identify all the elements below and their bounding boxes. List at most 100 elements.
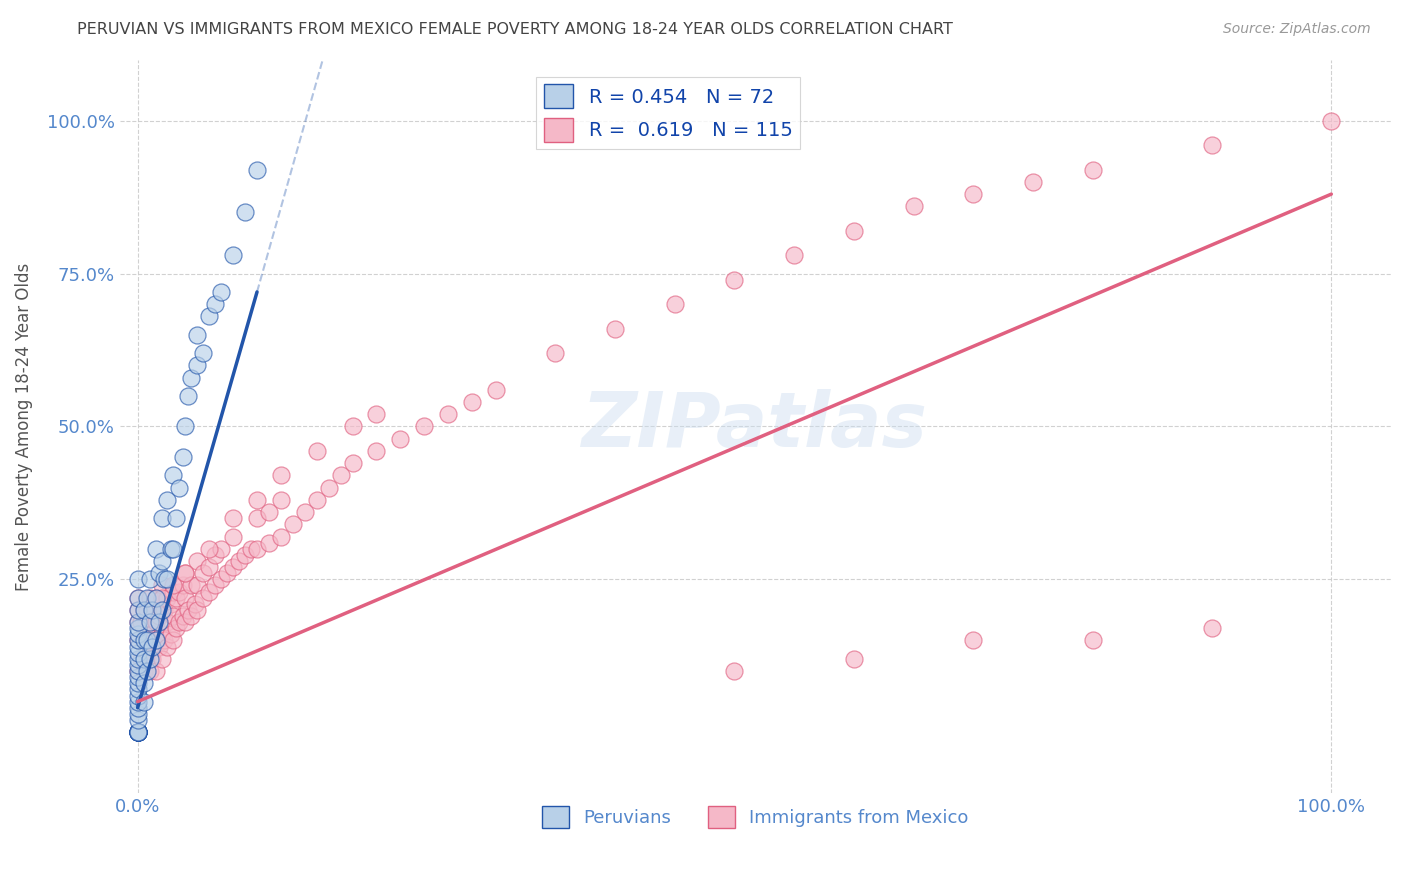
Point <box>132 603 155 617</box>
Point <box>233 205 256 219</box>
Point <box>172 578 194 592</box>
Point <box>186 359 208 373</box>
Point <box>150 578 173 592</box>
Point <box>174 419 197 434</box>
Point <box>329 468 352 483</box>
Point <box>165 591 187 605</box>
Point <box>174 591 197 605</box>
Point <box>127 633 149 648</box>
Point <box>156 615 179 629</box>
Point <box>127 676 149 690</box>
Point <box>136 633 159 648</box>
Point <box>136 664 159 678</box>
Point <box>198 310 221 324</box>
Point <box>174 566 197 581</box>
Point <box>180 578 202 592</box>
Point <box>160 597 183 611</box>
Point <box>127 633 149 648</box>
Point <box>169 584 191 599</box>
Point <box>603 321 626 335</box>
Point <box>204 548 226 562</box>
Point <box>127 603 149 617</box>
Point <box>246 162 269 177</box>
Point <box>150 603 173 617</box>
Point <box>138 615 160 629</box>
Point <box>136 591 159 605</box>
Point <box>437 407 460 421</box>
Point <box>222 248 245 262</box>
Point <box>174 615 197 629</box>
Point <box>136 652 159 666</box>
Point <box>145 664 167 678</box>
Point <box>127 615 149 629</box>
Point <box>127 591 149 605</box>
Point <box>842 652 865 666</box>
Point <box>127 725 149 739</box>
Point <box>141 640 163 654</box>
Point <box>129 615 152 629</box>
Point <box>127 591 149 605</box>
Point <box>138 664 160 678</box>
Point <box>186 603 208 617</box>
Point <box>160 541 183 556</box>
Point <box>162 609 184 624</box>
Point <box>145 633 167 648</box>
Text: Source: ZipAtlas.com: Source: ZipAtlas.com <box>1223 22 1371 37</box>
Point <box>127 725 149 739</box>
Point <box>723 273 745 287</box>
Point <box>145 615 167 629</box>
Point <box>1320 113 1343 128</box>
Point <box>186 327 208 342</box>
Point <box>162 468 184 483</box>
Point <box>342 419 364 434</box>
Point <box>127 621 149 635</box>
Point <box>132 652 155 666</box>
Point <box>389 432 412 446</box>
Text: PERUVIAN VS IMMIGRANTS FROM MEXICO FEMALE POVERTY AMONG 18-24 YEAR OLDS CORRELAT: PERUVIAN VS IMMIGRANTS FROM MEXICO FEMAL… <box>77 22 953 37</box>
Point <box>204 297 226 311</box>
Point <box>148 566 170 581</box>
Point <box>1022 175 1045 189</box>
Y-axis label: Female Poverty Among 18-24 Year Olds: Female Poverty Among 18-24 Year Olds <box>15 262 32 591</box>
Point <box>150 603 173 617</box>
Point <box>305 492 328 507</box>
Point <box>270 492 292 507</box>
Point <box>962 187 984 202</box>
Point <box>294 505 316 519</box>
Point <box>132 603 155 617</box>
Point <box>198 584 221 599</box>
Point <box>127 682 149 697</box>
Point <box>180 370 202 384</box>
Point <box>132 633 155 648</box>
Point <box>461 395 484 409</box>
Point <box>413 419 436 434</box>
Point <box>138 652 160 666</box>
Point <box>145 591 167 605</box>
Point <box>193 566 215 581</box>
Point <box>150 591 173 605</box>
Point <box>165 621 187 635</box>
Point <box>150 554 173 568</box>
Point <box>132 676 155 690</box>
Point <box>1201 138 1223 153</box>
Point <box>193 591 215 605</box>
Point <box>485 383 508 397</box>
Point <box>228 554 250 568</box>
Point <box>132 695 155 709</box>
Point <box>150 511 173 525</box>
Point <box>127 572 149 586</box>
Point <box>246 541 269 556</box>
Point <box>723 664 745 678</box>
Point <box>257 505 280 519</box>
Point <box>783 248 806 262</box>
Point <box>198 560 221 574</box>
Point <box>150 652 173 666</box>
Point <box>186 554 208 568</box>
Point <box>217 566 239 581</box>
Point <box>342 456 364 470</box>
Point <box>127 657 149 672</box>
Point <box>281 517 304 532</box>
Point <box>141 627 163 641</box>
Point <box>156 640 179 654</box>
Point <box>148 609 170 624</box>
